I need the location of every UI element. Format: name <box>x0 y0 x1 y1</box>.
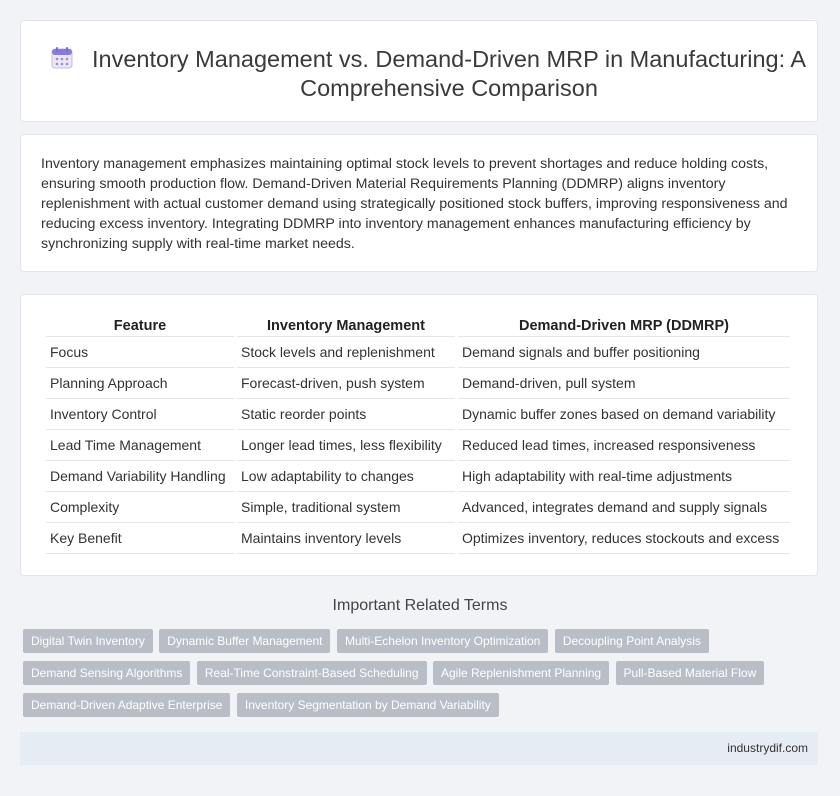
title-row: Inventory Management vs. Demand-Driven M… <box>21 45 817 103</box>
inventory-cell: Forecast-driven, push system <box>237 368 455 399</box>
feature-cell: Inventory Control <box>46 399 234 430</box>
inventory-cell: Longer lead times, less flexibility <box>237 430 455 461</box>
header-inventory-management: Inventory Management <box>237 315 455 337</box>
comparison-table: Feature Inventory Management Demand-Driv… <box>43 315 793 554</box>
feature-cell: Lead Time Management <box>46 430 234 461</box>
ddmrp-cell: Dynamic buffer zones based on demand var… <box>458 399 790 430</box>
ddmrp-cell: Demand-driven, pull system <box>458 368 790 399</box>
table-row: Key Benefit Maintains inventory levels O… <box>46 523 790 554</box>
related-term-tag[interactable]: Dynamic Buffer Management <box>159 629 331 653</box>
table-row: Inventory Control Static reorder points … <box>46 399 790 430</box>
inventory-cell: Static reorder points <box>237 399 455 430</box>
related-terms-heading: Important Related Terms <box>332 597 508 614</box>
related-term-tag[interactable]: Inventory Segmentation by Demand Variabi… <box>236 693 499 717</box>
ddmrp-cell: High adaptability with real-time adjustm… <box>458 461 790 492</box>
related-term-tag[interactable]: Pull-Based Material Flow <box>615 661 765 685</box>
inventory-cell: Low adaptability to changes <box>237 461 455 492</box>
header-ddmrp: Demand-Driven MRP (DDMRP) <box>458 315 790 337</box>
related-term-tag[interactable]: Digital Twin Inventory <box>23 629 153 653</box>
calendar-icon <box>51 47 73 69</box>
related-terms-tags: Digital Twin Inventory Dynamic Buffer Ma… <box>23 629 803 725</box>
table-row: Demand Variability Handling Low adaptabi… <box>46 461 790 492</box>
comparison-table-card: Feature Inventory Management Demand-Driv… <box>20 294 818 576</box>
footer: industrydif.com <box>20 732 818 765</box>
table-row: Lead Time Management Longer lead times, … <box>46 430 790 461</box>
intro-card: Inventory management emphasizes maintain… <box>20 134 818 272</box>
inventory-cell: Stock levels and replenishment <box>237 337 455 368</box>
intro-paragraph: Inventory management emphasizes maintain… <box>41 156 788 252</box>
table-row: Planning Approach Forecast-driven, push … <box>46 368 790 399</box>
related-term-tag[interactable]: Agile Replenishment Planning <box>432 661 610 685</box>
ddmrp-cell: Advanced, integrates demand and supply s… <box>458 492 790 523</box>
ddmrp-cell: Optimizes inventory, reduces stockouts a… <box>458 523 790 554</box>
table-row: Complexity Simple, traditional system Ad… <box>46 492 790 523</box>
inventory-cell: Maintains inventory levels <box>237 523 455 554</box>
page-title: Inventory Management vs. Demand-Driven M… <box>91 46 807 101</box>
feature-cell: Demand Variability Handling <box>46 461 234 492</box>
feature-cell: Planning Approach <box>46 368 234 399</box>
ddmrp-cell: Reduced lead times, increased responsive… <box>458 430 790 461</box>
related-term-tag[interactable]: Demand Sensing Algorithms <box>23 661 191 685</box>
related-term-tag[interactable]: Demand-Driven Adaptive Enterprise <box>23 693 231 717</box>
header-feature: Feature <box>46 315 234 337</box>
related-term-tag[interactable]: Multi-Echelon Inventory Optimization <box>336 629 549 653</box>
related-term-tag[interactable]: Decoupling Point Analysis <box>554 629 709 653</box>
ddmrp-cell: Demand signals and buffer positioning <box>458 337 790 368</box>
feature-cell: Complexity <box>46 492 234 523</box>
footer-site-link[interactable]: industrydif.com <box>727 741 808 755</box>
table-header-row: Feature Inventory Management Demand-Driv… <box>46 315 790 337</box>
title-card: Inventory Management vs. Demand-Driven M… <box>20 20 818 122</box>
inventory-cell: Simple, traditional system <box>237 492 455 523</box>
related-term-tag[interactable]: Real-Time Constraint-Based Scheduling <box>196 661 427 685</box>
table-row: Focus Stock levels and replenishment Dem… <box>46 337 790 368</box>
feature-cell: Focus <box>46 337 234 368</box>
feature-cell: Key Benefit <box>46 523 234 554</box>
